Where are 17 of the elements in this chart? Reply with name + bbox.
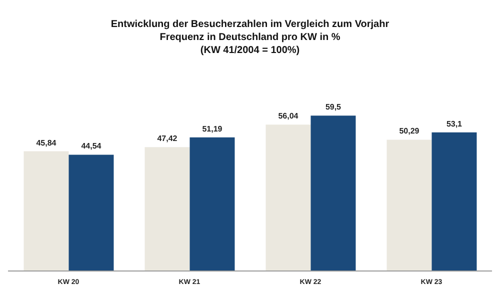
bar [310, 116, 356, 271]
bar [144, 147, 190, 271]
bar [386, 140, 432, 271]
data-label: 59,5 [325, 102, 342, 112]
bar [190, 137, 235, 271]
bar [68, 154, 114, 271]
data-label: 44,54 [81, 142, 102, 151]
data-label: 56,04 [278, 112, 299, 121]
bar [24, 151, 69, 271]
bar [432, 132, 477, 271]
data-label: 50,29 [399, 126, 420, 136]
data-label: 47,42 [157, 134, 178, 144]
bar [266, 124, 311, 271]
data-label: 53,1 [446, 119, 463, 128]
data-label: 45,84 [36, 138, 57, 148]
chart-title: Entwicklung der Besucherzahlen im Vergleich zum Vorjahr Frequenz in Deutschland pro KW in % (KW 41/2004 = 100%) [110, 18, 390, 57]
data-label: 51,19 [202, 124, 223, 134]
